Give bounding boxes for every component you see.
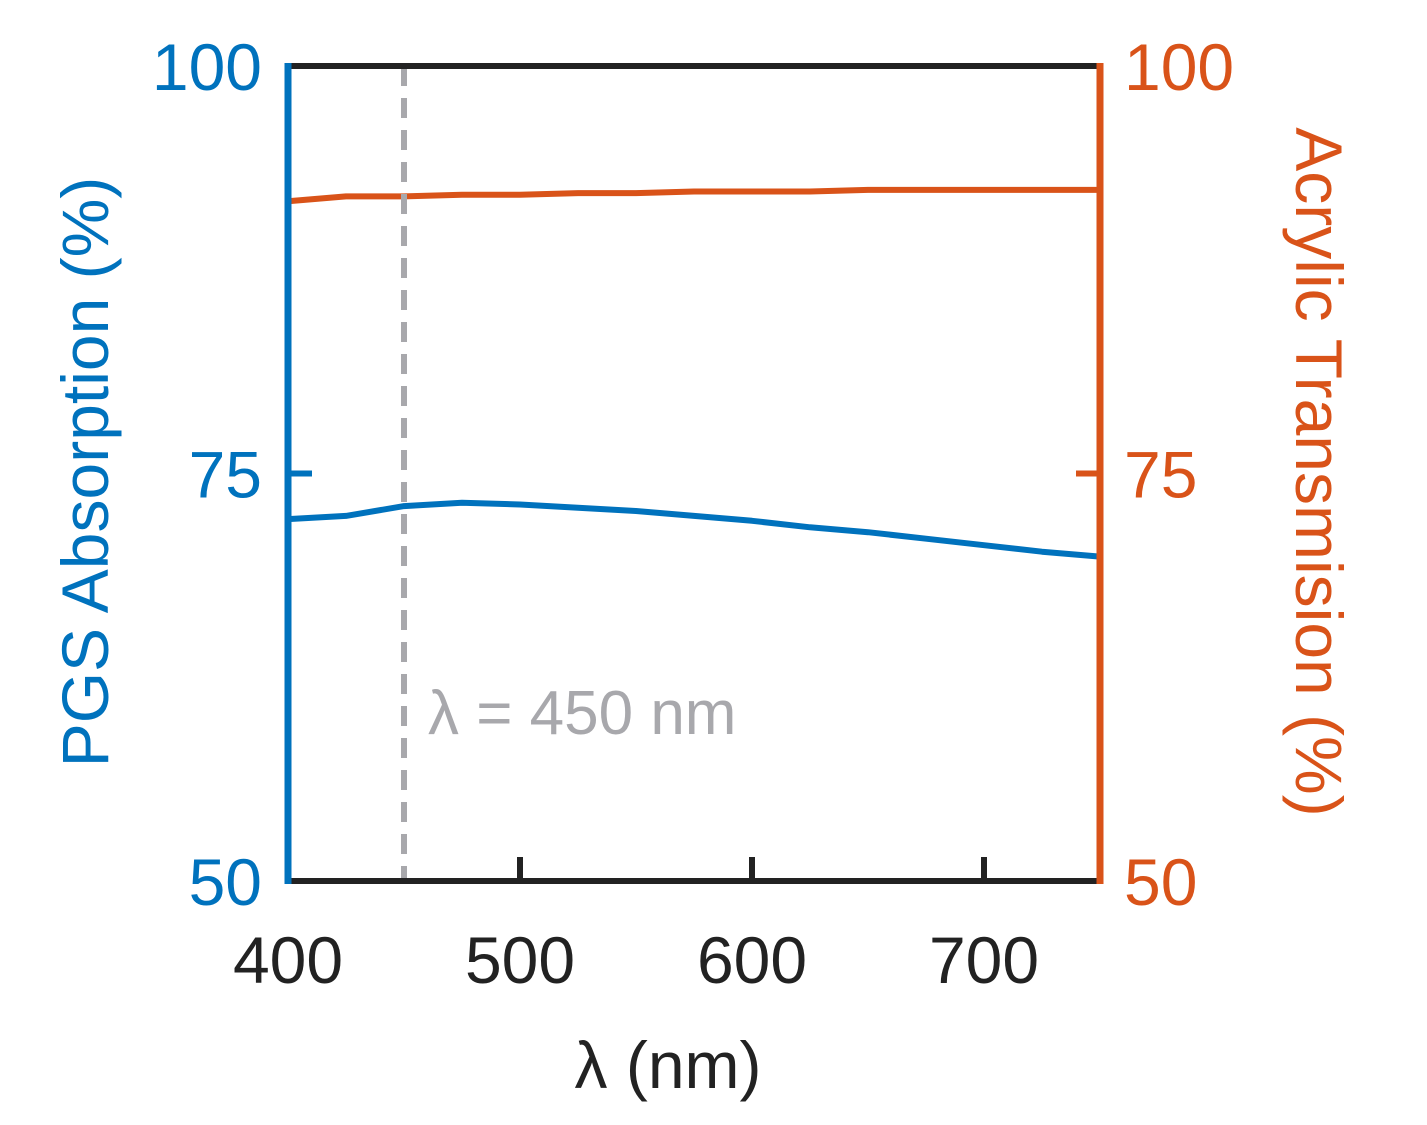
right-y-tick-label: 50 <box>1124 845 1197 919</box>
left-y-tick-label: 50 <box>189 845 262 919</box>
right-y-axis-title: Acrylic Transmision (%) <box>1282 127 1356 816</box>
right-y-tick-label: 100 <box>1124 30 1234 104</box>
acrylic-transmission-line <box>287 186 1100 205</box>
axis-ticks <box>288 470 1100 881</box>
left-y-tick-label: 100 <box>152 30 262 104</box>
annotation-label: λ = 450 nm <box>428 679 736 748</box>
x-tick-label: 700 <box>929 923 1039 997</box>
x-tick-label: 600 <box>697 923 807 997</box>
right-y-tick-label: 75 <box>1124 438 1197 512</box>
pgs-absorption-line <box>287 499 1101 560</box>
plot-frame <box>284 63 1104 884</box>
x-tick-label: 500 <box>465 923 575 997</box>
plot-lines <box>287 186 1101 560</box>
x-tick-label: 400 <box>233 923 343 997</box>
left-y-axis-title: PGS Absorption (%) <box>48 177 122 768</box>
tick-labels: 400 500 600 700 50 75 100 50 75 100 <box>152 30 1234 997</box>
x-axis-title: λ (nm) <box>575 1028 762 1102</box>
left-y-tick-label: 75 <box>189 438 262 512</box>
